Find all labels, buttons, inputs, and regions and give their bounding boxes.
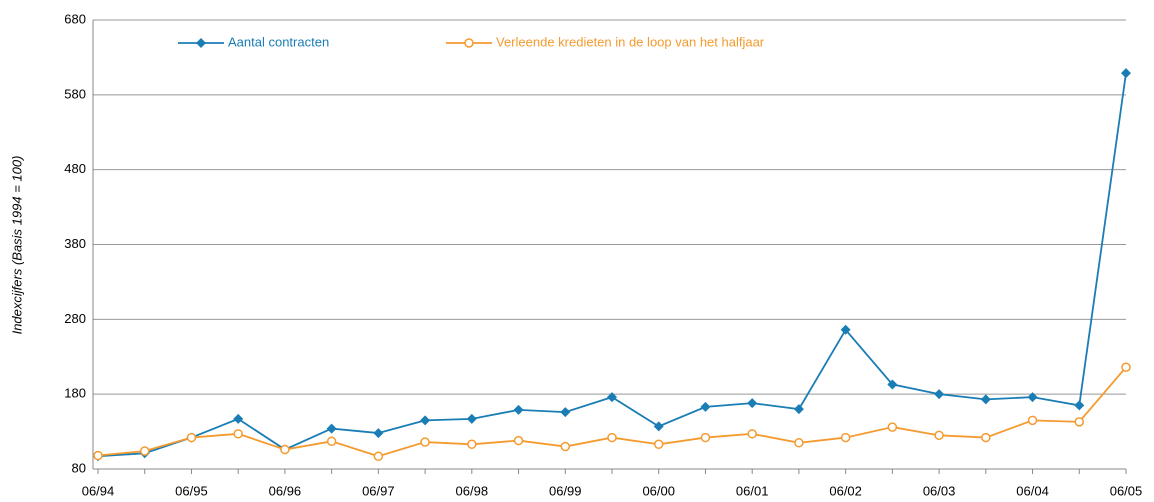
marker <box>840 432 851 443</box>
marker <box>747 429 757 439</box>
marker <box>887 422 898 432</box>
y-tick-label: 480 <box>64 161 86 176</box>
marker <box>186 432 197 443</box>
marker <box>513 404 524 415</box>
y-axis-label: Indexcijfers (Basis 1994 = 100) <box>9 156 24 335</box>
x-tick-label: 06/00 <box>642 483 675 498</box>
marker <box>139 446 150 456</box>
marker <box>513 435 524 446</box>
marker <box>1121 362 1131 372</box>
marker <box>1027 392 1038 403</box>
y-tick-label: 280 <box>64 311 86 326</box>
marker <box>887 379 898 390</box>
marker <box>420 415 431 426</box>
marker <box>93 450 103 461</box>
marker <box>653 439 664 450</box>
x-tick-label: 06/97 <box>362 483 395 498</box>
marker <box>653 421 664 432</box>
marker <box>607 432 617 443</box>
marker <box>1074 400 1085 411</box>
marker <box>326 436 337 447</box>
marker <box>981 432 991 443</box>
marker <box>700 401 711 412</box>
marker <box>700 432 711 443</box>
x-tick-label: 06/03 <box>923 483 956 498</box>
marker <box>466 413 477 424</box>
x-tick-label: 06/01 <box>736 483 769 498</box>
marker <box>1027 415 1038 426</box>
x-tick-label: 06/95 <box>175 483 208 498</box>
marker <box>560 407 571 418</box>
marker <box>326 423 337 434</box>
marker <box>467 439 477 450</box>
marker <box>980 394 991 405</box>
legend-marker <box>464 38 474 48</box>
y-tick-label: 80 <box>72 460 86 475</box>
marker <box>1121 68 1131 79</box>
x-tick-label: 06/98 <box>456 483 489 498</box>
marker <box>793 404 804 415</box>
marker <box>934 430 944 441</box>
marker <box>280 444 290 455</box>
marker <box>840 324 851 335</box>
x-tick-label: 06/04 <box>1016 483 1049 498</box>
marker <box>747 398 758 409</box>
y-tick-label: 680 <box>64 11 86 26</box>
x-tick-label: 06/99 <box>549 483 582 498</box>
marker <box>233 413 244 424</box>
y-tick-label: 380 <box>64 236 86 251</box>
marker <box>373 451 384 462</box>
marker <box>1074 417 1085 427</box>
marker <box>373 428 384 439</box>
series-line <box>97 366 1127 458</box>
legend-marker <box>196 38 206 48</box>
marker <box>607 392 617 403</box>
marker <box>233 429 243 439</box>
y-tick-label: 180 <box>64 386 86 401</box>
marker <box>420 437 430 447</box>
x-tick-label: 06/02 <box>829 483 862 498</box>
legend-label: Aantal contracten <box>228 34 329 49</box>
marker <box>560 441 571 452</box>
x-tick-label: 06/05 <box>1110 483 1143 498</box>
marker <box>794 438 804 448</box>
y-tick-label: 580 <box>64 86 86 101</box>
marker <box>934 389 945 400</box>
x-tick-label: 06/96 <box>269 483 302 498</box>
x-tick-label: 06/94 <box>82 483 115 498</box>
legend-label: Verleende kredieten in de loop van het h… <box>496 34 765 49</box>
